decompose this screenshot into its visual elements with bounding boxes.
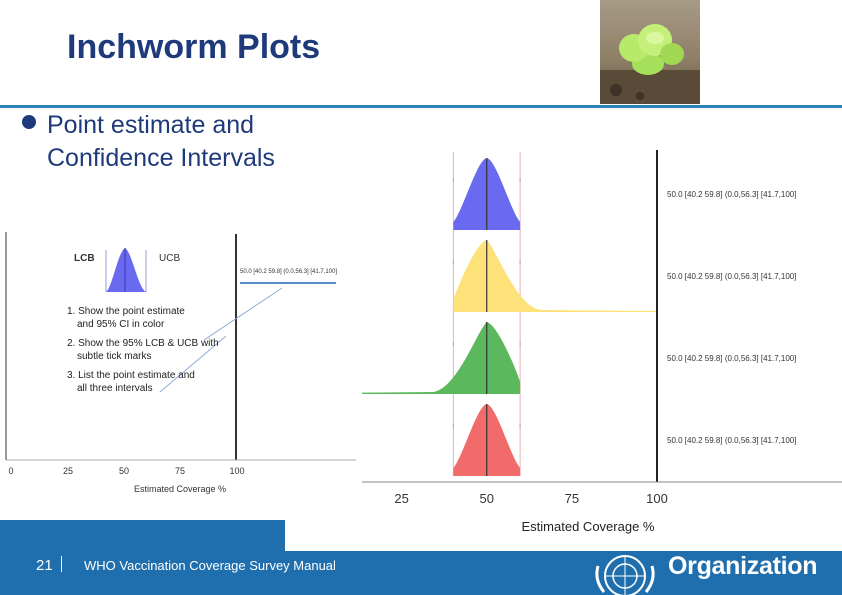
organization-name: Organization <box>668 552 818 580</box>
title-divider <box>0 105 842 108</box>
series-label: 50.0 [40.2 59.8] (0.0,56.3] [41.7,100] <box>667 354 796 363</box>
ucb-label: UCB <box>159 253 180 264</box>
slide-title: Inchworm Plots <box>67 28 321 66</box>
left-tick-label: 50 <box>119 466 129 476</box>
mini-worm <box>106 248 146 292</box>
x-tick-label: 25 <box>394 491 408 506</box>
note-line: all three intervals <box>77 383 153 394</box>
arrow-2 <box>159 335 227 393</box>
note-line: and 95% CI in color <box>77 319 165 330</box>
note-line: subtle tick marks <box>77 351 151 362</box>
inchworm-series: 50.0 [40.2 59.8] (0.0,56.3] [41.7,100] <box>452 240 796 312</box>
inchworm-chart: 50.0 [40.2 59.8] (0.0,56.3] [41.7,100] 50… <box>362 150 842 534</box>
left-tick-label: 0 <box>8 466 13 476</box>
mini-label: 50.0 [40.2 59.8] (0.0,56.3] [41.7,100] <box>240 269 337 275</box>
bullet-text: Point estimate and Confidence Intervals <box>47 111 275 172</box>
explanatory-figure: LCB UCB 50.0 [40.2 59.8] (0.0,56.3] [41.… <box>5 232 356 494</box>
inchworm-photo <box>600 0 700 104</box>
series-label: 50.0 [40.2 59.8] (0.0,56.3] [41.7,100] <box>667 190 796 199</box>
left-tick-label: 25 <box>63 466 73 476</box>
bullet-dot <box>22 115 36 129</box>
inchworm-series: 50.0 [40.2 59.8] (0.0,56.3] [41.7,100] <box>362 322 796 394</box>
notes-list: 1. Show the point estimate and 95% CI in… <box>67 306 219 394</box>
left-x-label: Estimated Coverage % <box>134 484 226 494</box>
x-tick-label: 75 <box>565 491 579 506</box>
note-line: 3. List the point estimate and <box>67 370 195 381</box>
inchworm-shape <box>362 322 521 394</box>
x-tick-label: 100 <box>646 491 668 506</box>
inchworm-shape <box>453 240 657 312</box>
slide-number: 21 <box>36 557 53 574</box>
arrow-1 <box>203 287 283 341</box>
footer-separator <box>61 556 62 572</box>
x-axis-label: Estimated Coverage % <box>522 519 655 534</box>
series-label: 50.0 [40.2 59.8] (0.0,56.3] [41.7,100] <box>667 272 796 281</box>
inchworm-series: 50.0 [40.2 59.8] (0.0,56.3] [41.7,100] <box>452 404 796 476</box>
inchworm-series: 50.0 [40.2 59.8] (0.0,56.3] [41.7,100] <box>452 158 796 230</box>
lcb-label: LCB <box>74 253 95 264</box>
series-label: 50.0 [40.2 59.8] (0.0,56.3] [41.7,100] <box>667 436 796 445</box>
footer-text: WHO Vaccination Coverage Survey Manual <box>84 558 336 573</box>
left-tick-label: 100 <box>229 466 244 476</box>
note-line: 2. Show the 95% LCB & UCB with <box>67 338 219 349</box>
footer-bar-left <box>0 520 285 595</box>
un-emblem-icon <box>595 555 655 595</box>
note-line: 1. Show the point estimate <box>67 306 185 317</box>
x-tick-label: 50 <box>480 491 494 506</box>
left-tick-label: 75 <box>175 466 185 476</box>
footer-bar <box>285 551 842 595</box>
